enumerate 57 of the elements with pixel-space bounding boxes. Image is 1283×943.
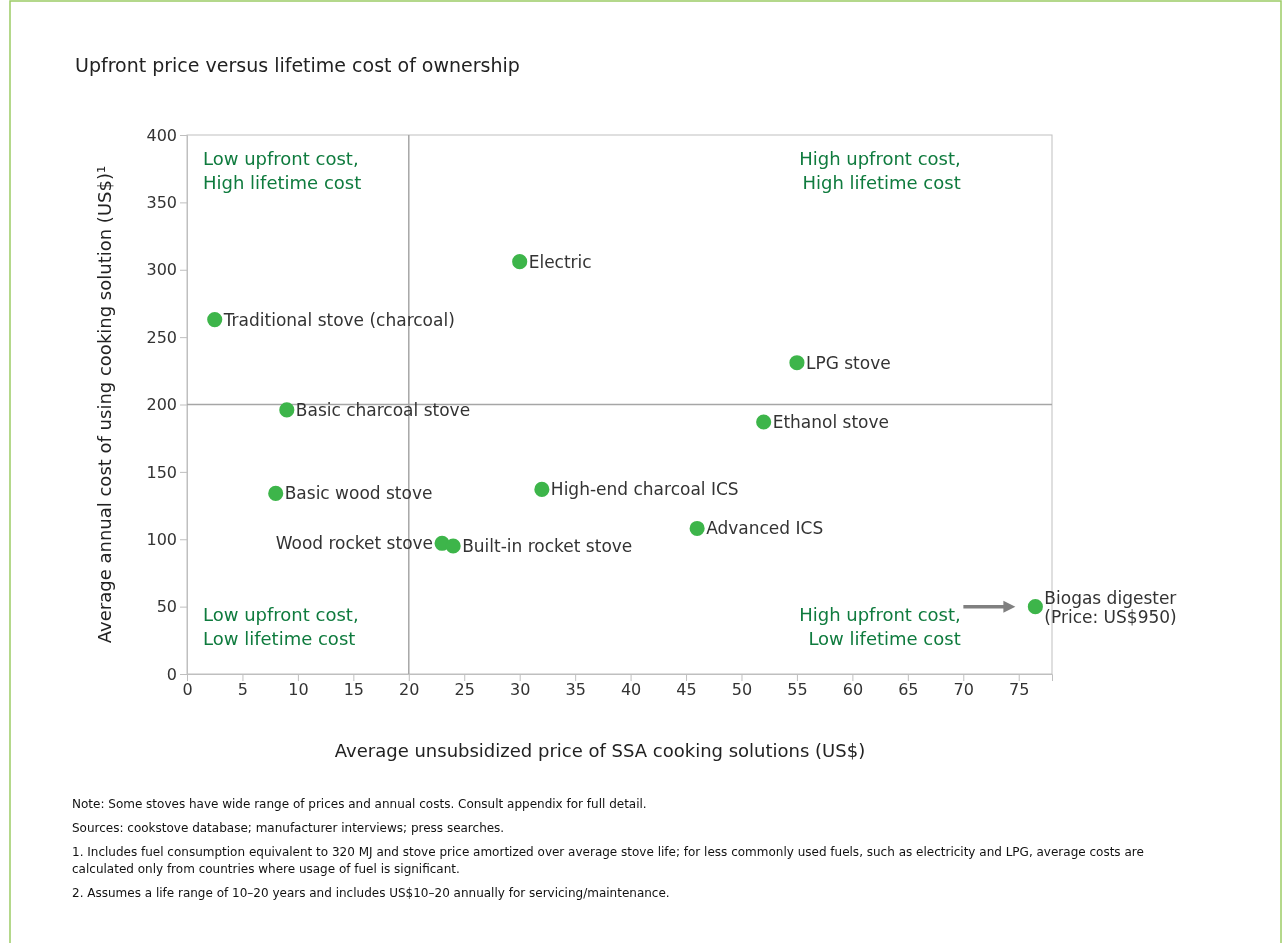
series-label: Basic wood stove bbox=[284, 483, 433, 504]
point bbox=[445, 538, 461, 554]
chart-title: Upfront price versus lifetime cost of ownership bbox=[75, 54, 520, 76]
point bbox=[789, 355, 805, 371]
point bbox=[268, 485, 284, 501]
text: Note: Some stoves have wide range of prices and annual costs. Consult appendix for full detail. bbox=[72, 797, 647, 811]
y-tick-label: 300 bbox=[146, 260, 177, 280]
x-tick-label: 20 bbox=[399, 680, 420, 700]
series-label: Ethanol stove bbox=[772, 412, 890, 433]
x-tick-label: 25 bbox=[454, 680, 475, 700]
series-label: Biogas digester (Price: US$950) bbox=[1044, 587, 1177, 627]
point bbox=[1027, 599, 1043, 615]
x-tick-label: 75 bbox=[1009, 680, 1030, 700]
series-label: Advanced ICS bbox=[706, 518, 824, 539]
series-label: Electric bbox=[528, 251, 592, 272]
y-tick-label: 0 bbox=[166, 664, 177, 684]
x-axis-title: Average unsubsidized price of SSA cooking solutions (US$) bbox=[334, 740, 866, 761]
x-tick-label: 5 bbox=[237, 680, 249, 700]
point bbox=[512, 254, 528, 270]
x-tick-label: 45 bbox=[676, 680, 697, 700]
y-tick-label: 100 bbox=[146, 529, 177, 549]
x-tick-label: 50 bbox=[731, 680, 753, 700]
annotation: High upfront cost, Low lifetime cost bbox=[799, 604, 961, 649]
point bbox=[279, 402, 295, 418]
annotation: Low upfront cost, Low lifetime cost bbox=[203, 604, 359, 649]
text: 1. Includes fuel consumption equivalent to 320 MJ and stove price amortized over average stove life; for less commonly used fuels, such as electricity and LPG, average costs are calculated only from countries where usage of fuel is significant. bbox=[72, 845, 1144, 876]
y-tick-label: 400 bbox=[146, 125, 177, 145]
series-label: Built-in rocket stove bbox=[462, 535, 633, 556]
x-tick-label: 10 bbox=[288, 680, 309, 700]
annotation: High upfront cost, High lifetime cost bbox=[799, 148, 961, 193]
y-tick-label: 50 bbox=[156, 597, 177, 617]
series-label: Basic charcoal stove bbox=[295, 399, 471, 420]
x-tick-label: 0 bbox=[182, 680, 193, 700]
y-tick-label: 150 bbox=[146, 462, 177, 482]
point bbox=[689, 520, 705, 537]
x-tick-label: 35 bbox=[565, 680, 586, 700]
y-axis-title: Average annual cost of using cooking solution (US$)¹ bbox=[94, 165, 115, 644]
x-tick-label: 65 bbox=[898, 680, 919, 700]
x-tick-label: 55 bbox=[787, 680, 808, 700]
x-tick-label: 40 bbox=[620, 680, 642, 700]
series-label: Wood rocket stove bbox=[275, 533, 434, 554]
point bbox=[534, 481, 550, 497]
text: 2. Assumes a life range of 10–20 years and includes US$10–20 annually for servicing/maintenance. bbox=[72, 886, 670, 900]
series-label: Traditional stove (charcoal) bbox=[222, 309, 455, 330]
y-tick-label: 350 bbox=[146, 192, 177, 212]
x-tick-label: 70 bbox=[953, 680, 974, 700]
source-note: Sources: cookstove database; manufacturer interviews; press searches. bbox=[72, 821, 505, 835]
series-label: LPG stove bbox=[805, 352, 891, 373]
point bbox=[207, 312, 223, 328]
x-tick-label: 15 bbox=[343, 680, 365, 700]
y-tick-label: 250 bbox=[146, 327, 177, 347]
point bbox=[756, 414, 772, 430]
x-tick-label: 60 bbox=[842, 680, 864, 700]
annotation: Low upfront cost, High lifetime cost bbox=[203, 148, 362, 193]
series-label: High-end charcoal ICS bbox=[550, 479, 739, 500]
y-tick-label: 200 bbox=[146, 395, 177, 415]
x-tick-label: 30 bbox=[510, 680, 531, 700]
